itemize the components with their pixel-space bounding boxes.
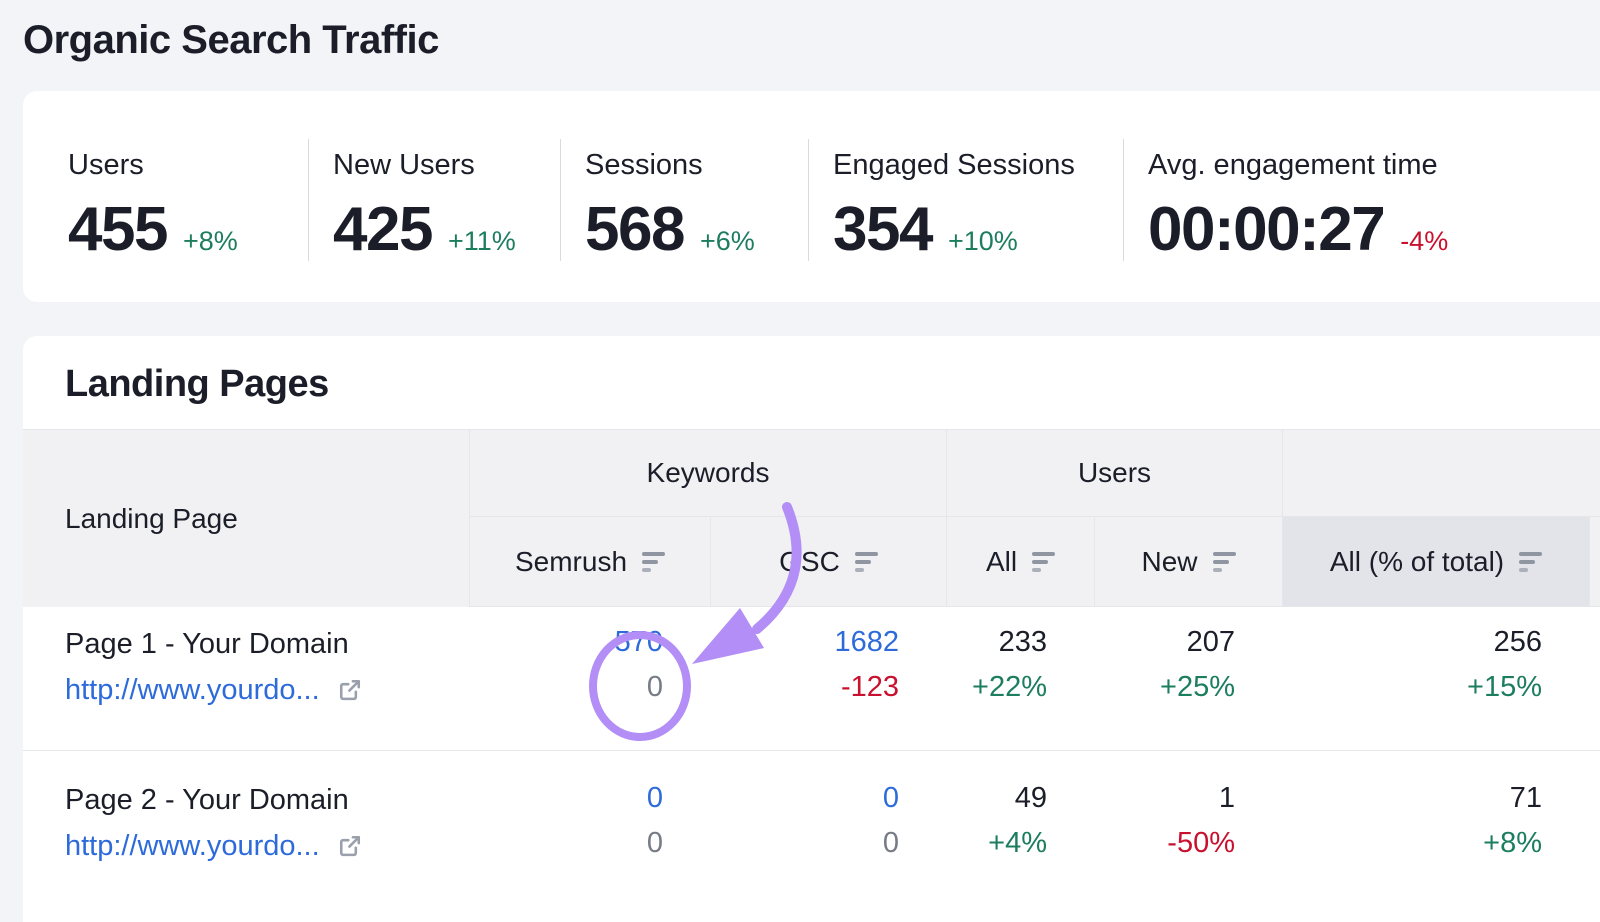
metric-value: 425	[333, 195, 433, 264]
metric-delta: +10%	[947, 226, 1018, 256]
metric-divider	[1123, 139, 1124, 261]
row-1-semrush-keywords-cell: 570 0	[470, 607, 711, 751]
table-row-2-landing-page: Page 2 - Your Domain http://www.yourdo..…	[23, 751, 470, 922]
external-link-icon[interactable]	[336, 832, 364, 860]
row-1-all-percent-total-cell: 256 +15%	[1283, 607, 1590, 751]
column-header-gsc[interactable]: GSC	[711, 517, 947, 607]
sort-icon[interactable]	[854, 551, 878, 572]
metric-value: 00:00:27	[1148, 195, 1386, 264]
sort-icon[interactable]	[1519, 551, 1543, 572]
semrush-keywords-link[interactable]: 0	[646, 782, 663, 814]
page-name: Page 1 - Your Domain	[65, 628, 349, 660]
sort-icon[interactable]	[1212, 551, 1236, 572]
metric-new-users: New Users 425 +11%	[309, 91, 560, 302]
gsc-keywords-link[interactable]: 1682	[834, 626, 899, 658]
metric-label: Sessions	[585, 149, 703, 181]
page-url-link[interactable]: http://www.yourdo...	[65, 830, 320, 862]
metric-avg-engagement-time: Avg. engagement time 00:00:27 -4%	[1124, 91, 1600, 302]
external-link-icon[interactable]	[336, 676, 364, 704]
metric-divider	[560, 139, 561, 261]
metric-label: Users	[68, 149, 144, 181]
column-header-semrush[interactable]: Semrush	[470, 517, 711, 607]
landing-pages-title: Landing Pages	[65, 363, 329, 405]
page-title: Organic Search Traffic	[23, 18, 439, 62]
metric-delta: -4%	[1400, 226, 1449, 256]
gsc-keywords-link[interactable]: 0	[882, 782, 899, 814]
row-2-users-new-cell: 1 -50%	[1095, 751, 1283, 922]
metric-sessions: Sessions 568 +6%	[561, 91, 808, 302]
column-header-users-new[interactable]: New	[1095, 517, 1283, 607]
table-row-1-landing-page: Page 1 - Your Domain http://www.yourdo..…	[23, 607, 470, 751]
metric-label: New Users	[333, 149, 475, 181]
row-1-users-new-cell: 207 +25%	[1095, 607, 1283, 751]
metric-delta: +6%	[699, 226, 755, 256]
metric-engaged-sessions: Engaged Sessions 354 +10%	[809, 91, 1123, 302]
landing-pages-card: Landing Pages Landing Page Keywords User…	[23, 336, 1600, 922]
metric-users: Users 455 +8%	[68, 91, 308, 302]
metric-divider	[308, 139, 309, 261]
row-1-cutoff-cell	[1590, 607, 1600, 751]
metric-label: Engaged Sessions	[833, 149, 1075, 181]
row-1-users-all-cell: 233 +22%	[947, 607, 1095, 751]
row-1-gsc-keywords-cell: 1682 -123	[711, 607, 947, 751]
column-header-all-percent-of-total[interactable]: All (% of total)	[1283, 517, 1590, 607]
metric-delta: +11%	[447, 226, 516, 256]
row-2-cutoff-cell	[1590, 751, 1600, 922]
column-group-users: Users	[947, 429, 1283, 517]
column-group-empty	[1283, 429, 1600, 517]
metric-delta: +8%	[182, 226, 238, 256]
row-2-all-percent-total-cell: 71 +8%	[1283, 751, 1590, 922]
column-group-keywords: Keywords	[470, 429, 947, 517]
row-2-gsc-keywords-cell: 0 0	[711, 751, 947, 922]
page-url-link[interactable]: http://www.yourdo...	[65, 674, 320, 706]
row-2-semrush-keywords-cell: 0 0	[470, 751, 711, 922]
column-header-users-all[interactable]: All	[947, 517, 1095, 607]
row-2-users-all-cell: 49 +4%	[947, 751, 1095, 922]
organic-search-traffic-page: Organic Search Traffic Users 455 +8% New…	[0, 18, 1600, 922]
metric-value: 455	[68, 195, 168, 264]
metric-label: Avg. engagement time	[1148, 149, 1438, 181]
column-header-landing-page: Landing Page	[23, 429, 470, 607]
metric-divider	[808, 139, 809, 261]
sort-icon[interactable]	[642, 551, 666, 572]
sort-icon[interactable]	[1032, 551, 1056, 572]
metric-value: 354	[833, 195, 933, 264]
metric-value: 568	[585, 195, 685, 264]
metrics-card: Users 455 +8% New Users 425 +11% Session…	[23, 91, 1600, 302]
landing-pages-table: Landing Page Keywords Users Semrush GSC …	[23, 429, 1600, 922]
semrush-keywords-link[interactable]: 570	[614, 626, 663, 658]
column-header-next-cutoff	[1590, 517, 1600, 607]
page-name: Page 2 - Your Domain	[65, 784, 349, 816]
